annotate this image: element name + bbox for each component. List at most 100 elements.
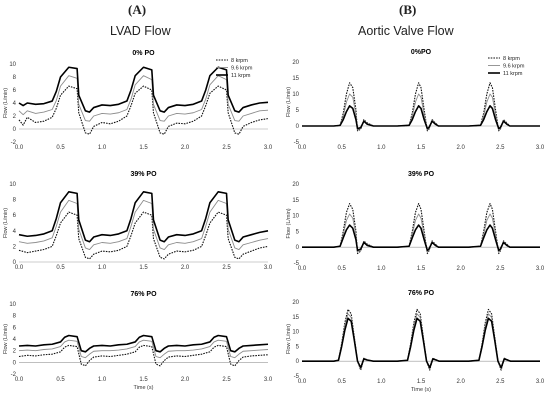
y-axis-label: Flow (L/min) [3,208,9,238]
y-tick-label: -5 [294,261,300,267]
x-tick-label: 3.0 [264,377,273,383]
x-tick-label: 1.5 [139,377,148,383]
x-tick-label: 2.5 [496,145,505,151]
y-tick-label: -5 [294,140,300,146]
series-line-9-6-krpm [18,75,269,122]
x-tick-label: 2.0 [181,145,190,151]
x-tick-label: 2.5 [496,266,505,272]
series-line-8-krpm [302,82,540,132]
y-tick-label: 4 [13,337,17,343]
x-tick-label: 2.0 [181,265,190,271]
legend-entry: 9.6 krpm [231,66,253,72]
x-axis-label: Time (s) [411,387,431,393]
y-tick-label: 5 [296,108,300,114]
y-axis-label: Flow (L/min) [3,88,9,118]
x-tick-label: 1.5 [417,266,426,272]
chart-title: 76% PO [130,291,157,298]
y-tick-label: 5 [296,344,300,350]
x-tick-label: 0.5 [56,265,65,271]
y-tick-label: 15 [292,198,299,204]
y-tick-label: 6 [13,88,17,94]
legend-entry: 8 krpm [231,58,248,64]
x-tick-label: 0.0 [298,266,307,272]
chart-panel-right-1: -5 0 5 10 15 20 0.0 0.5 1.0 1.5 2.0 2.5 3.0 39% PO Flo… [286,171,545,272]
x-tick-label: 2.0 [456,145,465,151]
x-tick-label: 1.0 [377,266,386,272]
y-tick-label: -5 [294,374,300,380]
y-tick-label: -2 [11,140,17,146]
y-tick-label: 6 [13,325,17,331]
series-line-9-6-krpm [18,339,269,359]
chart-title: 0% PO [132,50,155,57]
y-tick-label: 0 [13,260,17,266]
chart-title: 39% PO [130,171,157,178]
x-tick-label: 0.5 [56,145,65,151]
y-axis-label: Flow (L/min) [286,87,292,117]
x-tick-label: 0.5 [56,377,65,383]
x-tick-label: 0.0 [15,377,24,383]
chart-panel-left-2: -2 0 2 4 6 8 10 0.0 0.5 1.0 1.5 2.0 2.5 3.0 76% PO Flow… [3,291,273,391]
y-tick-label: 15 [292,315,299,321]
chart-title: 39% PO [408,171,435,178]
y-tick-label: 2 [13,349,17,355]
x-tick-label: 0.0 [298,379,307,385]
x-tick-label: 1.5 [417,145,426,151]
chart-title: 0%PO [411,49,432,56]
y-axis-label: Flow (L/min) [3,324,9,354]
y-tick-label: 10 [9,302,16,308]
y-tick-label: 20 [292,182,299,188]
y-tick-label: 4 [13,101,17,107]
x-tick-label: 3.0 [264,265,273,271]
x-tick-label: 1.5 [417,379,426,385]
y-tick-label: -2 [11,372,17,378]
x-tick-label: 2.5 [222,377,231,383]
x-tick-label: 0.0 [15,265,24,271]
x-tick-label: 3.0 [536,379,545,385]
y-tick-label: 10 [9,62,16,68]
x-tick-label: 0.5 [337,145,346,151]
y-tick-label: 8 [13,75,17,81]
x-tick-label: 2.0 [181,377,190,383]
x-tick-label: 1.5 [139,145,148,151]
column-title-lvad: LVAD Flow [110,24,171,38]
x-tick-label: 1.0 [98,145,107,151]
x-tick-label: 1.0 [377,379,386,385]
x-axis-label: Time (s) [134,385,154,391]
y-tick-label: 10 [292,214,299,220]
y-tick-label: 10 [292,330,299,336]
y-axis-label: Flow (L/min) [286,208,292,238]
y-tick-label: 2 [13,114,17,120]
y-tick-label: 0 [13,127,17,133]
chart-panel-left-0: -2 0 2 4 6 8 10 0.0 0.5 1.0 1.5 2.0 2.5 3.0 0% PO Flow … [3,50,273,151]
chart-title: 76% PO [408,290,435,297]
series-line-8-krpm [18,211,269,260]
y-tick-label: 2 [13,244,17,250]
x-tick-label: 1.0 [377,145,386,151]
x-tick-label: 3.0 [264,145,273,151]
y-tick-label: 10 [292,92,299,98]
series-line-11-krpm [302,224,540,252]
x-tick-label: 2.0 [456,379,465,385]
y-tick-label: 0 [296,359,300,365]
series-line-11-krpm [18,66,269,113]
chart-panel-left-1: 0 2 4 6 8 10 0.0 0.5 1.0 1.5 2.0 2.5 3.0 39% PO Flow (… [3,171,273,271]
legend-entry: 9.6 krpm [503,64,525,70]
x-tick-label: 0.0 [15,145,24,151]
panel-label-a: (A) [128,2,147,17]
x-tick-label: 1.0 [98,265,107,271]
x-tick-label: 0.5 [337,379,346,385]
y-tick-label: 20 [292,60,299,66]
x-tick-label: 0.0 [298,145,307,151]
y-tick-label: 20 [292,300,299,306]
x-tick-label: 0.5 [337,266,346,272]
y-tick-label: 8 [13,198,17,204]
y-tick-label: 0 [296,124,300,130]
x-tick-label: 1.5 [139,265,148,271]
y-tick-label: 0 [13,360,17,366]
y-tick-label: 8 [13,314,17,320]
y-axis-label: Flow (L/min) [286,324,292,354]
y-tick-label: 5 [296,229,300,235]
series-line-11-krpm [302,317,540,369]
chart-panel-right-0: -5 0 5 10 15 20 0.0 0.5 1.0 1.5 2.0 2.5 3.0 0%PO Flow … [286,49,545,151]
